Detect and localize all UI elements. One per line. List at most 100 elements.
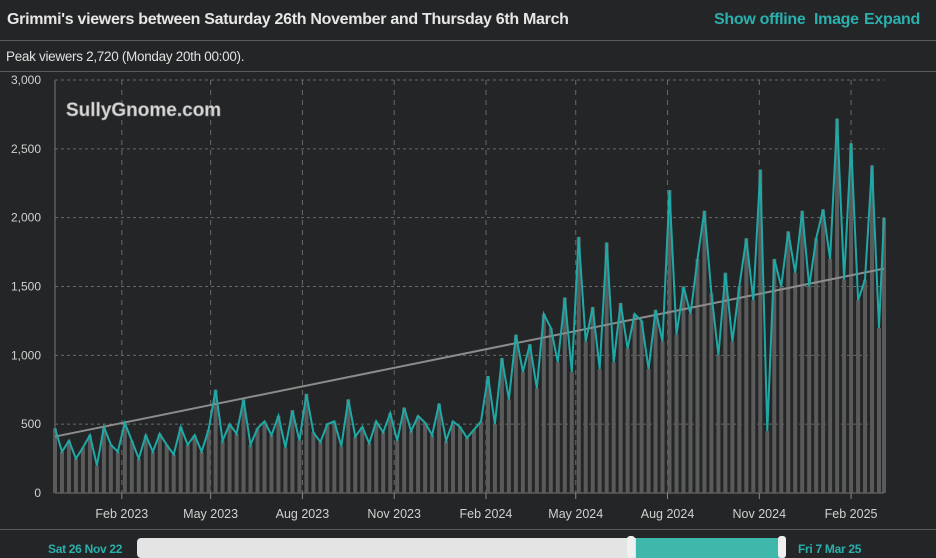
viewer-bar xyxy=(695,258,700,493)
viewer-bar xyxy=(53,428,57,493)
viewer-bar xyxy=(185,444,190,493)
viewer-bar xyxy=(653,309,658,493)
range-navigator: Sat 26 Nov 22 Fri 7 Mar 25 xyxy=(0,529,936,558)
viewer-bar xyxy=(492,424,497,493)
viewer-bar xyxy=(241,399,246,493)
viewer-bar xyxy=(562,297,567,493)
viewer-bar xyxy=(597,369,602,493)
viewer-bar xyxy=(541,314,546,493)
viewer-bar xyxy=(646,369,651,493)
y-tick-label: 2,500 xyxy=(11,142,41,156)
viewer-bar xyxy=(94,465,99,493)
image-link[interactable]: Image xyxy=(814,11,859,28)
viewer-bar xyxy=(248,444,253,493)
viewer-bar xyxy=(849,143,854,493)
viewer-bar xyxy=(842,279,847,493)
viewer-bar xyxy=(325,424,330,493)
viewer-bar xyxy=(143,435,148,493)
viewer-bar xyxy=(478,421,483,493)
show-offline-link[interactable]: Show offline xyxy=(714,11,806,28)
viewer-bar xyxy=(828,258,833,493)
viewer-bar xyxy=(381,432,386,493)
navigator-selection[interactable] xyxy=(636,538,780,558)
y-tick-label: 500 xyxy=(21,417,41,431)
viewer-bar xyxy=(353,436,358,493)
viewer-bar xyxy=(639,320,644,493)
viewer-bar xyxy=(590,307,595,493)
viewer-bar xyxy=(527,344,532,493)
viewer-bar xyxy=(416,415,421,493)
viewer-bar xyxy=(164,444,169,493)
y-tick-label: 2,000 xyxy=(11,211,41,225)
chart-header: Grimmi's viewers between Saturday 26th N… xyxy=(0,0,936,41)
viewer-bar xyxy=(136,458,141,493)
viewer-bar xyxy=(882,217,886,493)
viewer-bar xyxy=(758,169,763,493)
viewer-bar xyxy=(157,433,162,493)
navigator-start-label: Sat 26 Nov 22 xyxy=(48,542,123,556)
x-tick-label: May 2024 xyxy=(548,507,603,521)
expand-link[interactable]: Expand xyxy=(864,11,920,28)
viewer-bar xyxy=(115,451,120,493)
viewer-bar xyxy=(367,443,372,493)
viewer-bar xyxy=(471,429,476,493)
viewer-bar xyxy=(513,334,518,493)
viewer-bar xyxy=(765,431,770,493)
viewer-bar xyxy=(395,440,400,493)
viewer-bar xyxy=(856,300,861,493)
viewer-bar xyxy=(402,407,407,493)
viewer-bar xyxy=(129,440,134,493)
viewer-bar xyxy=(227,424,232,493)
viewers-chart: 0 500 1,000 1,500 2,000 2,500 3,000 Feb 2023 May… xyxy=(11,73,886,521)
viewer-bar xyxy=(171,454,176,493)
viewer-bar xyxy=(346,399,351,493)
viewer-bar xyxy=(534,388,539,493)
x-tick-label: Aug 2024 xyxy=(641,507,695,521)
viewer-bar xyxy=(485,375,490,493)
viewer-bar xyxy=(821,209,826,493)
viewer-bar xyxy=(458,426,463,493)
x-tick-label: Nov 2023 xyxy=(367,507,421,521)
viewer-bar xyxy=(807,286,812,493)
viewer-bar xyxy=(520,371,525,493)
viewer-bar xyxy=(360,426,365,493)
viewer-bar xyxy=(234,433,239,493)
viewer-bar xyxy=(506,399,511,493)
trend-line xyxy=(54,267,885,438)
y-tick-label: 3,000 xyxy=(11,73,41,87)
viewers-line xyxy=(54,118,885,466)
viewer-bar xyxy=(178,426,183,493)
viewer-bar xyxy=(87,435,92,493)
viewer-bar xyxy=(220,440,225,493)
navigator-track[interactable] xyxy=(137,538,782,558)
viewer-bar xyxy=(632,314,637,493)
viewer-bar xyxy=(772,258,777,493)
viewer-bar xyxy=(73,458,78,493)
peak-viewers-text: Peak viewers 2,720 (Monday 20th 00:00). xyxy=(6,49,245,64)
viewer-bar xyxy=(66,440,71,493)
chart-title: Grimmi's viewers between Saturday 26th N… xyxy=(7,11,569,28)
viewer-bar xyxy=(409,431,414,493)
viewer-bar xyxy=(283,447,288,493)
viewer-bar xyxy=(569,371,574,493)
viewer-bar xyxy=(877,327,882,493)
x-tick-label: May 2023 xyxy=(183,507,238,521)
viewer-bar xyxy=(674,334,679,493)
viewer-bar xyxy=(709,293,714,493)
x-tick-label: Feb 2025 xyxy=(825,507,878,521)
viewer-bar xyxy=(150,451,155,493)
viewer-bar xyxy=(199,451,204,493)
viewer-bar xyxy=(59,451,64,493)
viewer-bar xyxy=(730,341,735,493)
navigator-right-handle[interactable] xyxy=(778,536,786,558)
viewer-bar xyxy=(499,358,504,493)
viewer-bar xyxy=(192,435,197,493)
viewer-bar xyxy=(548,327,553,493)
x-tick-label: Feb 2024 xyxy=(460,507,513,521)
viewer-bar xyxy=(423,422,428,493)
navigator-end-label: Fri 7 Mar 25 xyxy=(798,542,862,556)
navigator-left-handle[interactable] xyxy=(627,536,635,558)
viewer-bar xyxy=(688,314,693,493)
viewer-bar xyxy=(213,389,218,493)
viewer-bar xyxy=(625,348,630,493)
